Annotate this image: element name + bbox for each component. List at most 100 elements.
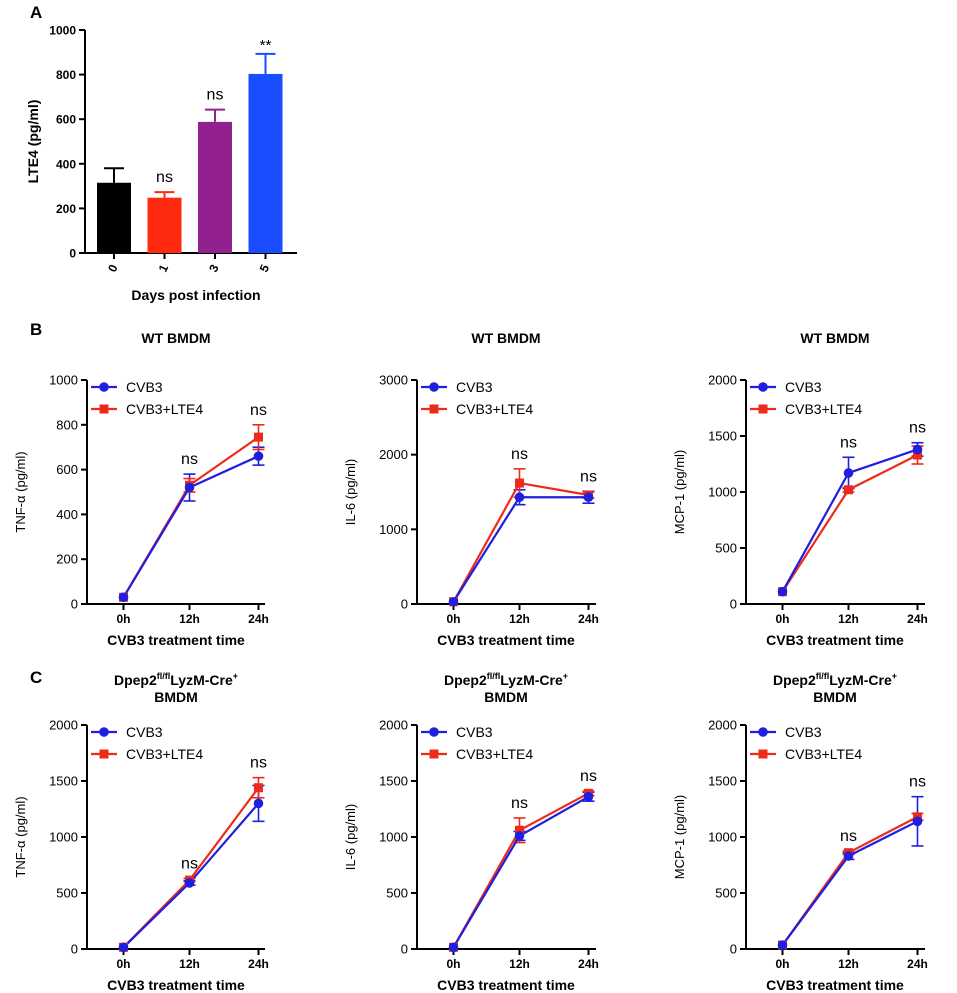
significance-label: ns: [580, 768, 597, 785]
point-cvb3: [844, 468, 854, 478]
significance-label: ns: [250, 755, 267, 772]
chart-b3: 0 500 1000 1500 2000 0h 12h 24h ns ns CVB3 CVB3+LTE…: [672, 330, 928, 648]
legend-marker-cvb3: [99, 382, 109, 392]
series-line-cvb3-lte4: [454, 793, 589, 947]
y-axis-title: TNF-α (pg/ml): [13, 796, 28, 877]
chart-title-line2: BMDM: [484, 689, 528, 705]
legend-label-cvb3: CVB3: [456, 724, 493, 740]
bar-day-1: [148, 198, 182, 253]
y-tick-label: 600: [56, 113, 76, 127]
y-tick-label: 1500: [708, 774, 737, 789]
title-superscript: +: [563, 671, 568, 681]
legend-marker-cvb3: [429, 727, 439, 737]
y-tick-label: 1000: [379, 522, 408, 537]
legend-label-cvb3-lte4: CVB3+LTE4: [456, 401, 533, 417]
point-cvb3: [584, 792, 594, 802]
title-part: Dpep2: [773, 672, 816, 688]
title-superscript: +: [233, 671, 238, 681]
y-tick-label: 500: [715, 541, 737, 556]
y-tick-label: 400: [56, 157, 76, 171]
legend-label-cvb3: CVB3: [785, 724, 822, 740]
title-part: LyzM-Cre: [170, 672, 233, 688]
y-tick-label: 0: [401, 942, 408, 957]
y-axis-title: IL-6 (pg/ml): [343, 459, 358, 525]
y-axis-title: MCP-1 (pg/ml): [672, 450, 687, 535]
point-cvb3: [254, 451, 264, 461]
significance-label: ns: [250, 402, 267, 419]
x-axis-title: CVB3 treatment time: [766, 977, 904, 993]
bar-day-5: [249, 74, 283, 253]
legend-label-cvb3: CVB3: [126, 379, 163, 395]
legend-marker-cvb3-lte4: [759, 750, 768, 759]
panel-label-b: B: [30, 320, 42, 339]
y-tick-label: 2000: [708, 718, 737, 733]
legend-label-cvb3-lte4: CVB3+LTE4: [785, 746, 862, 762]
legend-label-cvb3-lte4: CVB3+LTE4: [126, 401, 203, 417]
y-tick-label: 500: [715, 886, 737, 901]
title-part: LyzM-Cre: [500, 672, 563, 688]
series-line-cvb3: [124, 456, 259, 597]
x-tick-label: 0h: [775, 957, 789, 971]
y-tick-label: 1000: [49, 373, 78, 388]
y-tick-label: 1000: [708, 830, 737, 845]
legend-marker-cvb3: [758, 382, 768, 392]
y-tick-label: 0: [71, 597, 78, 612]
chart-b2: 0 1000 2000 3000 0h 12h 24h ns ns CVB3 CVB3+LTE4 WT…: [343, 330, 599, 648]
y-tick-label: 2000: [708, 373, 737, 388]
point-cvb3: [844, 851, 854, 861]
legend-label-cvb3-lte4: CVB3+LTE4: [456, 746, 533, 762]
significance-label: ns: [511, 446, 528, 463]
legend-marker-cvb3-lte4: [100, 405, 109, 414]
chart-a: 0 200 400 600 800 1000 0 1 ns 3 ns 5 ** Days post inf…: [25, 24, 297, 304]
significance-label: ns: [511, 795, 528, 812]
y-axis-title: LTE4 (pg/ml): [25, 100, 41, 184]
x-axis-title: CVB3 treatment time: [766, 632, 904, 648]
point-cvb3: [584, 492, 594, 502]
charts-layer: 0 200 400 600 800 1000 0 1 ns 3 ns 5 ** Days post inf…: [13, 24, 928, 993]
legend-marker-cvb3-lte4: [430, 405, 439, 414]
point-cvb3: [913, 445, 923, 455]
y-tick-label: 2000: [379, 718, 408, 733]
y-tick-label: 500: [386, 886, 408, 901]
point-cvb3: [778, 940, 788, 950]
point-cvb3: [515, 492, 525, 502]
y-tick-label: 800: [56, 417, 78, 432]
chart-title: WT BMDM: [141, 330, 210, 346]
y-tick-label: 1500: [49, 774, 78, 789]
x-tick-label: 24h: [907, 957, 928, 971]
y-axis-title: IL-6 (pg/ml): [343, 804, 358, 870]
x-tick-label: 1: [156, 262, 172, 274]
chart-title: WT BMDM: [800, 330, 869, 346]
point-cvb3-lte4: [254, 433, 263, 442]
legend-marker-cvb3-lte4: [759, 405, 768, 414]
significance-label: **: [260, 37, 272, 54]
x-tick-label: 24h: [907, 612, 928, 626]
significance-label: ns: [156, 169, 173, 186]
y-tick-label: 200: [56, 202, 76, 216]
chart-title: Dpep2fl/flLyzM-Cre+: [773, 671, 897, 688]
point-cvb3-lte4: [515, 479, 524, 488]
x-tick-label: 24h: [248, 957, 269, 971]
x-tick-label: 0h: [446, 957, 460, 971]
bar-day-3: [198, 122, 232, 253]
x-tick-label: 24h: [578, 612, 599, 626]
y-tick-label: 3000: [379, 373, 408, 388]
significance-label: ns: [840, 828, 857, 845]
point-cvb3: [449, 597, 459, 607]
panel-label-c: C: [30, 668, 42, 687]
y-tick-label: 1000: [49, 830, 78, 845]
x-tick-label: 0h: [116, 612, 130, 626]
point-cvb3: [913, 817, 923, 827]
y-tick-label: 1500: [379, 774, 408, 789]
title-part: Dpep2: [444, 672, 487, 688]
title-part: Dpep2: [114, 672, 157, 688]
series-line-cvb3: [454, 497, 589, 602]
chart-title: Dpep2fl/flLyzM-Cre+: [444, 671, 568, 688]
y-tick-label: 800: [56, 68, 76, 82]
chart-c3: 0 500 1000 1500 2000 0h 12h 24h ns ns CVB3 CVB3+LTE…: [672, 671, 928, 993]
figure: A B C 020040060080010000 1ns3ns5**Days po…: [0, 0, 957, 993]
point-cvb3: [515, 831, 525, 841]
x-axis-title: CVB3 treatment time: [437, 977, 575, 993]
y-tick-label: 2000: [379, 447, 408, 462]
y-tick-label: 1000: [379, 830, 408, 845]
